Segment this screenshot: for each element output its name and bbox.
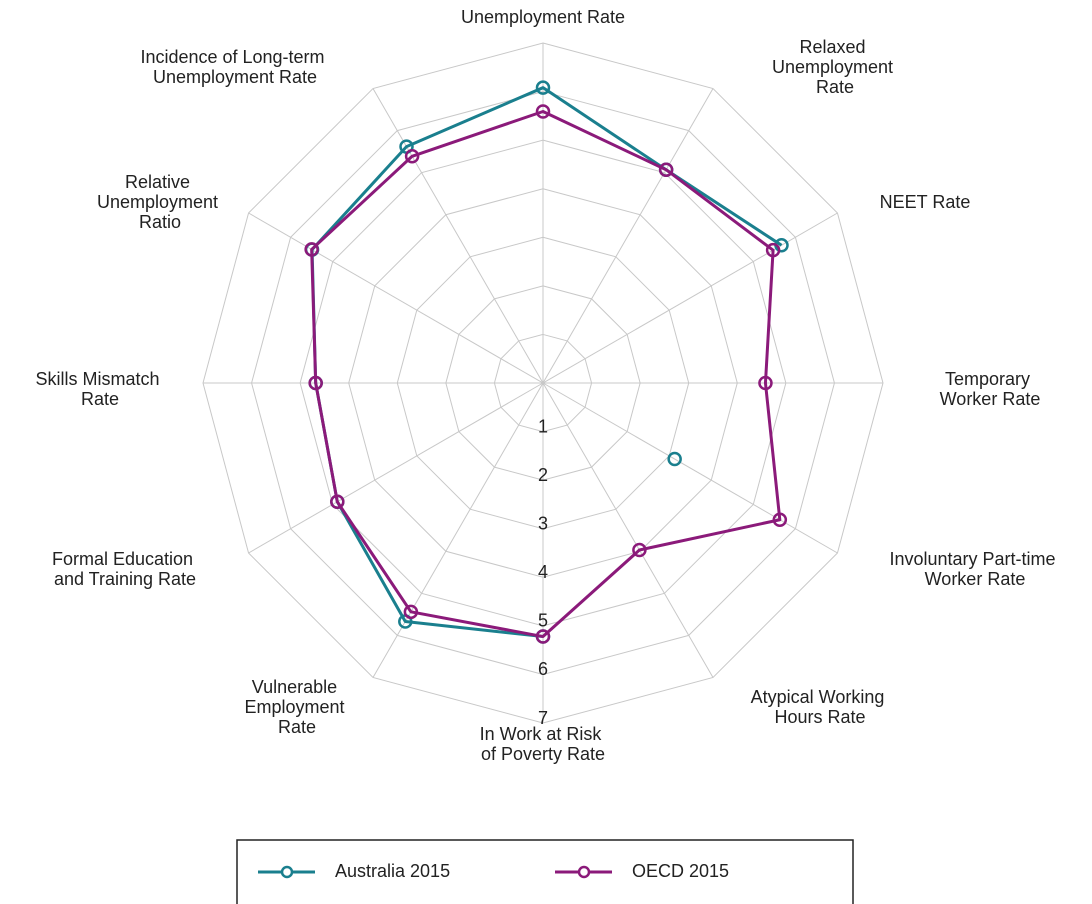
axis-label: Vulnerable Employment Rate [244,677,349,737]
r-tick-label: 1 [538,416,548,436]
r-tick-label: 4 [538,562,548,582]
spoke [372,382,544,678]
legend-marker [280,865,294,879]
axis-label: Formal Education and Training Rate [52,549,198,589]
r-tick-label: 6 [538,659,548,679]
r-tick-label: 7 [538,708,548,728]
axis-label: Incidence of Long-term Unemployment Rate [140,47,329,87]
spoke [248,382,544,554]
point [772,512,788,527]
point [330,494,345,510]
spoke [542,212,838,384]
legend-label: Australia 2015 [335,861,450,881]
legend-label: OECD 2015 [632,861,729,881]
axis-label: NEET Rate [880,192,971,212]
point [404,149,420,164]
axis-label: Unemployment Rate [461,7,625,27]
point [535,80,551,95]
spoke [248,212,544,384]
axis-label: In Work at Risk of Poverty Rate [480,724,607,764]
point [632,542,647,558]
spoke [542,382,838,554]
axis-label: Skills Mismatch Rate [35,369,164,409]
spoke [542,88,714,384]
point [535,104,551,119]
legend-marker [577,865,591,879]
point [667,451,682,467]
axis-label: Relaxed Unemployment Rate [772,37,898,97]
axis-label: Atypical Working Hours Rate [751,687,890,727]
r-tick-label: 2 [538,465,548,485]
point [758,375,773,391]
axis-label: Temporary Worker Rate [940,369,1041,409]
spoke [372,88,544,384]
point [304,242,319,257]
point [308,375,323,391]
axis-label: Involuntary Part-time Worker Rate [889,549,1060,589]
spoke [542,382,714,678]
point [765,242,781,258]
legend-box [236,839,854,904]
point [403,604,419,620]
r-tick-label: 5 [538,611,548,631]
point [658,162,674,177]
r-tick-label: 3 [538,513,548,533]
series-line [310,109,782,639]
axis-label: Relative Unemployment Ratio [97,172,223,232]
point [535,629,551,644]
